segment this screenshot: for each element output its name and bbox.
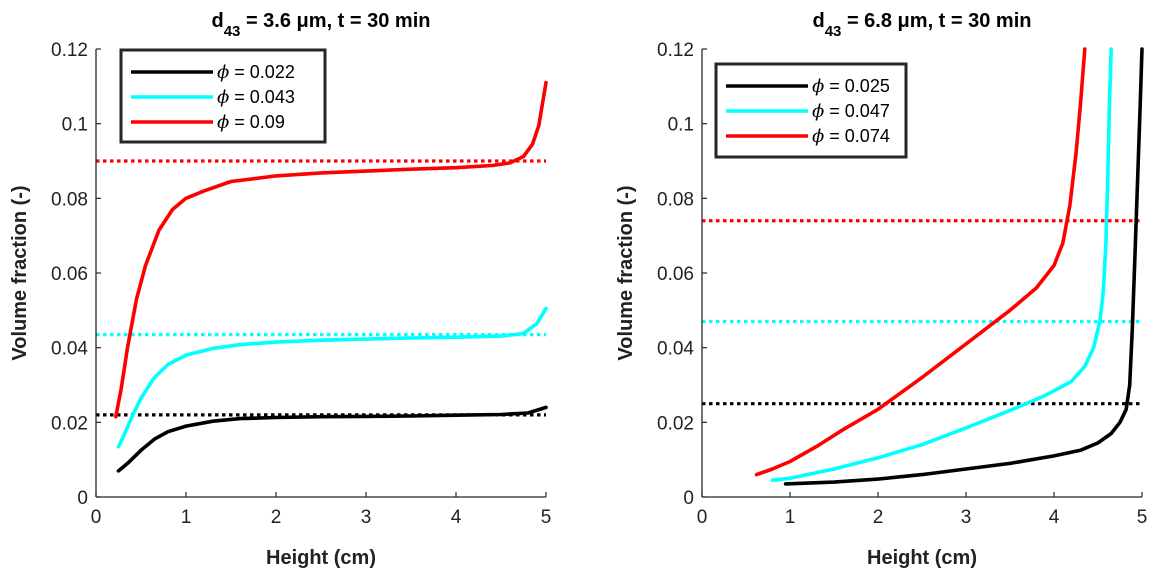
series-line-3 <box>114 80 548 419</box>
legend-label: = 0.022 <box>229 62 295 82</box>
y-tick-label: 0.06 <box>657 264 694 285</box>
series-line-2 <box>770 47 1113 483</box>
y-tick-label: 0.02 <box>51 413 88 434</box>
x-tick-label: 0 <box>91 507 102 528</box>
legend-label: = 0.074 <box>824 126 890 146</box>
y-tick-label: 0.04 <box>657 339 694 360</box>
title-subscript: 43 <box>224 23 241 40</box>
chart-title: d43 = 3.6 μm, t = 30 min <box>211 10 430 40</box>
y-tick-label: 0 <box>683 488 694 509</box>
series-line-1 <box>116 405 548 473</box>
legend-symbol: ϕ <box>812 126 824 147</box>
series-line-3 <box>754 47 1087 477</box>
x-tick-label: 4 <box>451 507 462 528</box>
x-tick-label: 5 <box>1137 507 1148 528</box>
x-tick-label: 5 <box>541 507 552 528</box>
x-axis-label: Height (cm) <box>867 547 977 569</box>
y-axis-label: Volume fraction (-) <box>615 185 637 360</box>
title-rest: = 3.6 μm, t = 30 min <box>240 10 430 32</box>
x-tick-label: 3 <box>961 507 972 528</box>
x-tick-label: 1 <box>181 507 192 528</box>
y-tick-label: 0.1 <box>668 115 694 136</box>
series-line-1 <box>783 47 1144 486</box>
title-main: d <box>211 10 223 32</box>
y-tick-label: 0.08 <box>657 189 694 210</box>
legend-symbol: ϕ <box>217 62 229 83</box>
legend-label: = 0.025 <box>824 76 890 96</box>
y-tick-label: 0.04 <box>51 339 88 360</box>
legend-label: = 0.047 <box>824 101 890 121</box>
legend-label: = 0.09 <box>229 112 285 132</box>
title-subscript: 43 <box>825 23 842 40</box>
x-tick-label: 4 <box>1049 507 1060 528</box>
y-tick-label: 0 <box>77 488 88 509</box>
x-tick-label: 2 <box>271 507 282 528</box>
legend-label: = 0.043 <box>229 87 295 107</box>
x-tick-label: 1 <box>785 507 796 528</box>
chart-title: d43 = 6.8 μm, t = 30 min <box>812 10 1031 40</box>
y-tick-label: 0.12 <box>657 40 694 61</box>
y-axis-label: Volume fraction (-) <box>9 185 31 360</box>
y-tick-label: 0.06 <box>51 264 88 285</box>
legend-entry-2: ϕ = 0.047 <box>812 101 890 122</box>
legend-entry-2: ϕ = 0.043 <box>217 87 295 108</box>
legend-entry-1: ϕ = 0.025 <box>812 76 890 97</box>
x-tick-label: 2 <box>873 507 884 528</box>
series-line-2 <box>116 306 548 449</box>
legend-symbol: ϕ <box>217 87 229 108</box>
legend-entry-3: ϕ = 0.09 <box>217 112 285 133</box>
x-axis-label: Height (cm) <box>266 547 376 569</box>
y-tick-label: 0.1 <box>62 115 88 136</box>
chart-panel-2: 0 1 2 3 4 5 0 0.02 0.04 0.06 0.08 0.1 0.12 Height (cm… <box>615 10 1147 569</box>
x-tick-label: 0 <box>697 507 708 528</box>
chart-panel-1: 0 1 2 3 4 5 0 0.02 0.04 0.06 0.08 0.1 0.12 Height (cm… <box>9 10 551 569</box>
legend-entry-1: ϕ = 0.022 <box>217 62 295 83</box>
title-main: d <box>812 10 824 32</box>
legend-symbol: ϕ <box>812 101 824 122</box>
legend-symbol: ϕ <box>812 76 824 97</box>
title-rest: = 6.8 μm, t = 30 min <box>841 10 1031 32</box>
legend-entry-3: ϕ = 0.074 <box>812 126 890 147</box>
y-tick-label: 0.02 <box>657 413 694 434</box>
y-tick-label: 0.08 <box>51 189 88 210</box>
x-tick-label: 3 <box>361 507 372 528</box>
y-tick-label: 0.12 <box>51 40 88 61</box>
legend-symbol: ϕ <box>217 112 229 133</box>
